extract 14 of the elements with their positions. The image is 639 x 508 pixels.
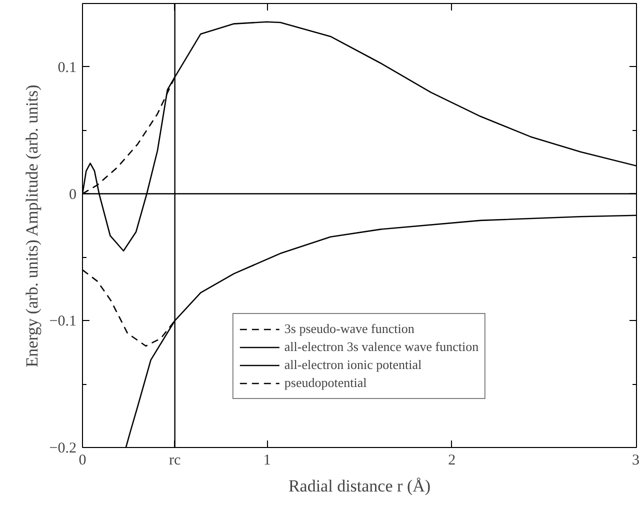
- x-tick-label: 1: [263, 452, 271, 468]
- x-tick-label: rc: [169, 452, 181, 468]
- y-axis-title: Energy (arb. units) Amplitude (arb. units): [22, 84, 42, 368]
- legend-label: 3s pseudo-wave function: [284, 320, 414, 338]
- x-tick-label: 3: [632, 452, 639, 468]
- x-tick-label: 2: [448, 452, 456, 468]
- x-axis-title: Radial distance r (Å): [288, 476, 431, 496]
- legend-label: all-electron ionic potential: [284, 356, 422, 374]
- legend-label: pseudopotential: [284, 374, 367, 392]
- legend-label: all-electron 3s valence wave function: [284, 338, 479, 356]
- y-tick-label: 0.1: [58, 60, 76, 76]
- y-tick-label: −0.2: [49, 440, 77, 456]
- y-tick-label: 0: [69, 186, 76, 203]
- y-tick-label: −0.1: [49, 314, 77, 330]
